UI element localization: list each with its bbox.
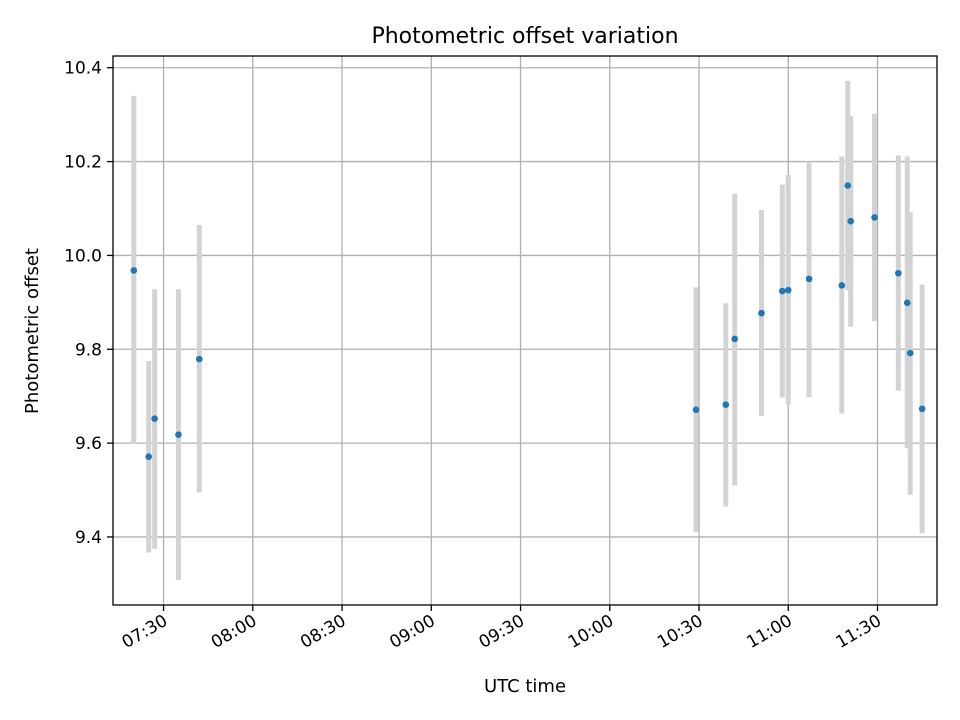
x-tick-label: 11:30 (833, 611, 885, 653)
y-tick-label: 9.6 (75, 434, 102, 454)
y-tick-label: 9.8 (75, 340, 102, 360)
x-tick-label: 11:00 (743, 611, 795, 653)
data-point (918, 405, 926, 413)
data-point (903, 299, 911, 307)
data-point (838, 282, 846, 289)
data-point (906, 349, 914, 357)
error-bars (131, 80, 925, 581)
data-point (871, 214, 878, 221)
data-point (895, 269, 902, 277)
x-tick-label: 09:00 (386, 611, 438, 653)
data-point (731, 335, 739, 343)
y-tick-label: 10.2 (64, 153, 102, 173)
data-point (805, 275, 813, 283)
x-tick-label: 10:30 (654, 611, 706, 653)
data-points (130, 182, 926, 461)
data-point (175, 431, 182, 438)
data-point (758, 309, 765, 317)
y-axis-label: Photometric offset (22, 248, 43, 414)
data-point (844, 182, 852, 189)
x-tick-label: 07:30 (119, 611, 171, 653)
data-point (130, 267, 138, 274)
data-point (151, 415, 158, 423)
y-tick-label: 10.0 (64, 246, 102, 266)
data-point (779, 287, 786, 295)
data-point (195, 355, 203, 363)
y-tick-label: 10.4 (64, 59, 102, 79)
x-tick-label: 08:30 (297, 611, 349, 653)
y-tick-label: 9.4 (75, 528, 102, 548)
plot-frame (112, 55, 938, 606)
grid-lines (113, 56, 937, 605)
x-tick-label: 09:30 (476, 611, 528, 653)
x-tick-label: 08:00 (208, 611, 260, 653)
x-axis-label: UTC time (484, 676, 566, 697)
x-tick-label: 10:00 (565, 611, 617, 653)
chart-title: Photometric offset variation (371, 24, 678, 49)
data-point (145, 453, 152, 461)
data-point (784, 286, 792, 294)
data-point (722, 401, 730, 408)
data-point (847, 217, 855, 225)
data-point (692, 406, 700, 414)
